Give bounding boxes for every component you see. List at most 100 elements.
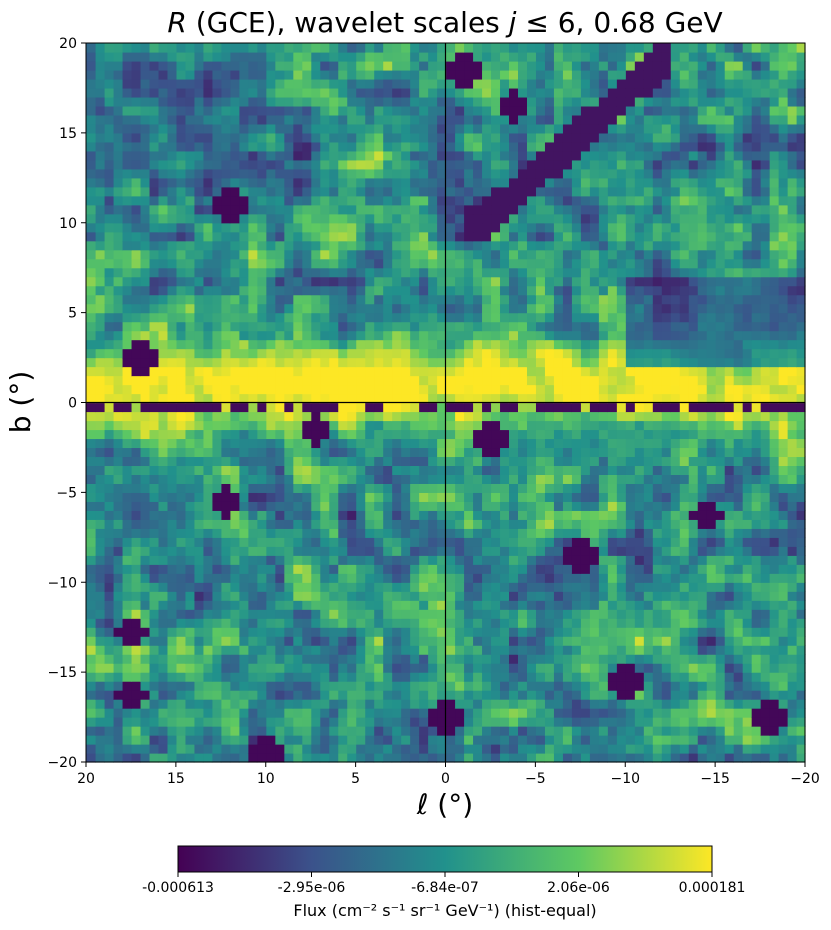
heatmap-cell bbox=[391, 474, 402, 484]
heatmap-cell bbox=[337, 213, 348, 224]
heatmap-cell bbox=[553, 546, 563, 556]
heatmap-cell bbox=[355, 249, 366, 260]
heatmap-cell bbox=[274, 528, 285, 538]
heatmap-cell bbox=[265, 618, 276, 628]
heatmap-cell bbox=[346, 501, 357, 511]
heatmap-cell bbox=[400, 420, 411, 431]
heatmap-cell bbox=[283, 726, 294, 736]
heatmap-cell bbox=[517, 231, 527, 242]
heatmap-cell bbox=[175, 663, 186, 673]
heatmap-cell bbox=[589, 555, 599, 565]
heatmap-cell bbox=[121, 510, 132, 520]
heatmap-cell bbox=[589, 393, 599, 404]
heatmap-cell bbox=[157, 627, 168, 637]
heatmap-cell bbox=[697, 618, 707, 628]
heatmap-cell bbox=[472, 267, 483, 278]
heatmap-cell bbox=[346, 465, 357, 475]
heatmap-cell bbox=[86, 375, 96, 386]
heatmap-cell bbox=[112, 204, 123, 215]
heatmap-cell bbox=[544, 591, 554, 601]
heatmap-cell bbox=[346, 582, 357, 592]
heatmap-cell bbox=[697, 420, 707, 431]
heatmap-cell bbox=[247, 690, 258, 700]
heatmap-cell bbox=[661, 312, 671, 323]
heatmap-cell bbox=[139, 555, 150, 565]
heatmap-cell bbox=[562, 555, 572, 565]
heatmap-cell bbox=[319, 636, 330, 646]
heatmap-cell bbox=[742, 537, 752, 547]
heatmap-cell bbox=[86, 519, 96, 529]
heatmap-cell bbox=[571, 204, 581, 215]
heatmap-cell bbox=[679, 699, 689, 709]
heatmap-cell bbox=[652, 312, 662, 323]
heatmap-cell bbox=[265, 222, 276, 233]
heatmap-cell bbox=[598, 528, 608, 538]
heatmap-cell bbox=[256, 339, 267, 350]
heatmap-cell bbox=[751, 429, 761, 440]
heatmap-cell bbox=[463, 438, 474, 449]
heatmap-cell bbox=[319, 249, 330, 260]
heatmap-cell bbox=[400, 573, 411, 583]
heatmap-cell bbox=[508, 663, 518, 673]
heatmap-cell bbox=[94, 438, 105, 449]
heatmap-cell bbox=[166, 600, 177, 610]
heatmap-cell bbox=[463, 276, 474, 287]
heatmap-cell bbox=[580, 654, 590, 664]
heatmap-cell bbox=[796, 195, 806, 206]
heatmap-cell bbox=[481, 420, 492, 431]
heatmap-cell bbox=[274, 726, 285, 736]
heatmap-cell bbox=[86, 240, 96, 251]
heatmap-cell bbox=[481, 537, 492, 547]
heatmap-cell bbox=[193, 357, 204, 368]
heatmap-cell bbox=[382, 726, 393, 736]
heatmap-cell bbox=[247, 636, 258, 646]
heatmap-cell bbox=[679, 510, 689, 520]
heatmap-cell bbox=[535, 645, 545, 655]
heatmap-cell bbox=[634, 564, 644, 574]
heatmap-cell bbox=[562, 726, 572, 736]
heatmap-cell bbox=[553, 474, 563, 484]
heatmap-cell bbox=[274, 663, 285, 673]
heatmap-cell bbox=[643, 429, 653, 440]
heatmap-cell bbox=[121, 744, 132, 754]
heatmap-cell bbox=[625, 591, 635, 601]
heatmap-cell bbox=[652, 285, 662, 296]
heatmap-cell bbox=[310, 645, 321, 655]
heatmap-cell bbox=[364, 555, 375, 565]
heatmap-cell bbox=[796, 204, 806, 215]
heatmap-cell bbox=[526, 285, 536, 296]
heatmap-cell bbox=[697, 447, 707, 458]
heatmap-cell bbox=[445, 591, 456, 601]
heatmap-cell bbox=[607, 339, 617, 350]
heatmap-cell bbox=[292, 483, 303, 493]
heatmap-cell bbox=[598, 546, 608, 556]
heatmap-cell bbox=[139, 321, 150, 332]
heatmap-cell bbox=[328, 222, 339, 233]
heatmap-cell bbox=[778, 366, 788, 377]
heatmap-cell bbox=[742, 231, 752, 242]
heatmap-cell bbox=[598, 240, 608, 251]
heatmap-cell bbox=[499, 267, 510, 278]
heatmap-cell bbox=[364, 393, 375, 404]
heatmap-cell bbox=[580, 546, 590, 556]
heatmap-cell bbox=[454, 258, 465, 269]
heatmap-cell bbox=[130, 393, 141, 404]
heatmap-cell bbox=[517, 483, 527, 493]
heatmap-cell bbox=[607, 735, 617, 745]
heatmap-cell bbox=[508, 420, 518, 431]
heatmap-cell bbox=[175, 591, 186, 601]
heatmap-cell bbox=[94, 411, 105, 422]
heatmap-cell bbox=[706, 411, 716, 422]
heatmap-cell bbox=[571, 726, 581, 736]
heatmap-cell bbox=[391, 339, 402, 350]
heatmap-cell bbox=[607, 204, 617, 215]
heatmap-cell bbox=[364, 447, 375, 458]
heatmap-cell bbox=[634, 492, 644, 502]
heatmap-cell bbox=[634, 420, 644, 431]
heatmap-cell bbox=[778, 519, 788, 529]
heatmap-cell bbox=[589, 465, 599, 475]
heatmap-cell bbox=[733, 357, 743, 368]
heatmap-cell bbox=[733, 294, 743, 305]
heatmap-cell bbox=[508, 339, 518, 350]
heatmap-cell bbox=[175, 555, 186, 565]
